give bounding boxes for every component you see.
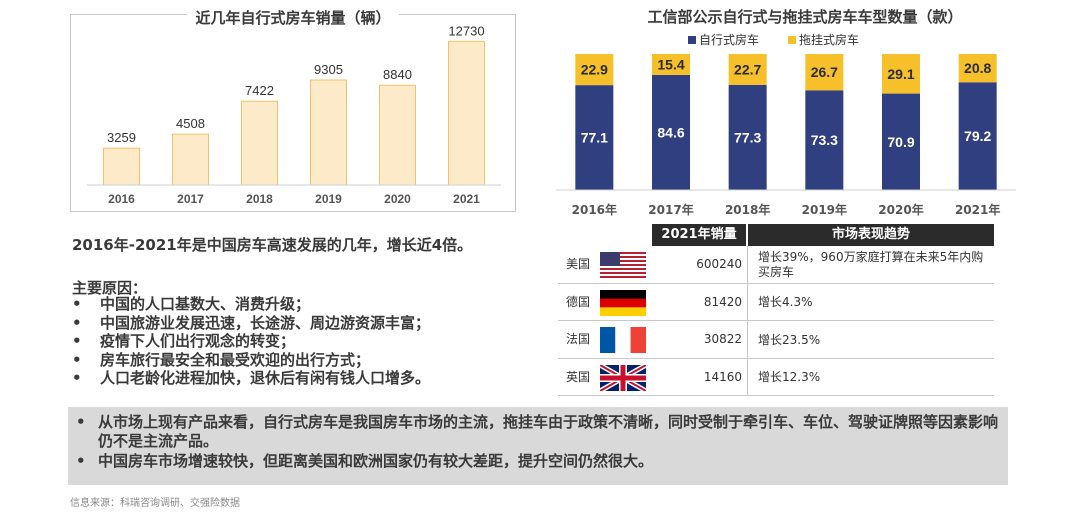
annual-sales-chart: 近几年自行式房车销量（辆） 3259 2016 4508 2017 7422 2018 93… xyxy=(70,9,516,212)
chart-legend: 自行式房车 拖挂式房车 xyxy=(688,32,859,47)
france-flag-icon xyxy=(600,327,646,353)
legend-label: 拖挂式房车 xyxy=(799,32,859,47)
legend-label: 自行式房车 xyxy=(699,32,759,47)
table-header-trend: 市场表现趋势 xyxy=(748,224,994,246)
growth-summary: 2016年-2021年是中国房车高速发展的几年，增长近4倍。 xyxy=(72,236,473,254)
country-comparison-table: 2021年销量 市场表现趋势 美国 600240 增长39%，960万家庭打算在… xyxy=(558,224,994,396)
year-tick-label: 2016 xyxy=(108,192,135,206)
year-tick-label: 2021年 xyxy=(955,202,1000,217)
model-count-plot: 自行式房车 拖挂式房车 77.1 22.9 2016年 84.6 15.4 2017年 77.3… xyxy=(556,32,1016,217)
country-name: 法国 xyxy=(566,332,591,346)
sales-data-label: 12730 xyxy=(448,23,484,38)
segment-data-label: 84.6 xyxy=(657,124,684,140)
year-tick-label: 2020年 xyxy=(878,202,923,217)
sales-bar xyxy=(310,79,347,186)
sales-bar xyxy=(379,84,416,186)
sales-data-label: 3259 xyxy=(107,130,136,145)
towable-bar-segment xyxy=(958,54,997,83)
table-row: 德国 81420 增长4.3% xyxy=(558,283,994,321)
self-propelled-bar-segment xyxy=(575,85,614,190)
reasons-list: 中国的人口基数大、消费升级； 中国旅游业发展迅速，长途游、周边游资源丰富； 疫情… xyxy=(72,295,430,388)
year-tick-label: 2017 xyxy=(177,192,204,206)
table-row: 英国 14160 增长12.3% xyxy=(558,358,994,396)
sales-data-label: 7422 xyxy=(245,83,274,98)
source-note: 信息来源：科瑞咨询调研、交强险数据 xyxy=(70,498,240,509)
trend-text: 增长12.3% xyxy=(758,370,821,384)
sales-data-label: 9305 xyxy=(314,62,343,77)
sales-bar xyxy=(241,100,278,186)
germany-flag-icon xyxy=(600,289,646,316)
annual-sales-chart-title: 近几年自行式房车销量（辆） xyxy=(187,9,399,27)
sales-value: 600240 xyxy=(696,257,742,271)
trend-text: 增长4.3% xyxy=(758,295,813,309)
conclusion-item: 中国房车市场增速较快，但距离美国和欧洲国家仍有较大差距，提升空间仍然很大。 xyxy=(68,452,1008,471)
towable-bar-segment xyxy=(652,54,690,75)
reasons-heading: 主要原因： xyxy=(72,279,148,297)
trend-text: 增长39%，960万家庭打算在未来5年内购买房车 xyxy=(758,250,984,279)
country-name: 美国 xyxy=(566,257,591,271)
list-item: 人口老龄化进程加快，退休后有闲有钱人口增多。 xyxy=(72,369,430,388)
conclusion-box: 从市场上现有产品来看，自行式房车是我国房车市场的主流，拖挂车由于政策不清晰，同时… xyxy=(68,407,1008,485)
self-propelled-bar-segment xyxy=(805,90,844,190)
table-header-sales: 2021年销量 xyxy=(652,224,746,246)
self-propelled-bar-segment xyxy=(958,82,997,190)
year-tick-label: 2018年 xyxy=(725,202,770,217)
towable-bar-segment xyxy=(882,54,920,94)
sales-data-label: 4508 xyxy=(176,116,205,131)
list-item: 疫情下人们出行观念的转变； xyxy=(72,332,430,351)
segment-data-label: 26.7 xyxy=(811,64,838,80)
segment-data-label: 15.4 xyxy=(657,56,684,72)
segment-data-label: 29.1 xyxy=(887,66,914,82)
year-tick-label: 2016年 xyxy=(572,202,617,217)
country-name: 德国 xyxy=(566,294,591,309)
uk-flag-icon xyxy=(600,364,646,391)
year-tick-label: 2019 xyxy=(315,192,342,206)
sales-bar xyxy=(448,40,485,186)
list-item: 中国的人口基数大、消费升级； xyxy=(72,295,430,314)
self-propelled-bar-segment xyxy=(652,74,690,190)
table-row: 法国 30822 增长23.5% xyxy=(558,321,994,359)
segment-data-label: 77.1 xyxy=(581,130,608,146)
segment-data-label: 20.8 xyxy=(964,60,991,76)
conclusion-item: 从市场上现有产品来看，自行式房车是我国房车市场的主流，拖挂车由于政策不清晰，同时… xyxy=(68,413,1008,451)
segment-data-label: 22.9 xyxy=(581,62,608,78)
us-flag-icon xyxy=(600,252,646,278)
self-propelled-bar-segment xyxy=(728,84,767,190)
segment-data-label: 22.7 xyxy=(734,61,761,77)
year-tick-label: 2018 xyxy=(246,192,273,206)
sales-value: 30822 xyxy=(703,332,742,346)
list-item: 中国旅游业发展迅速，长途游、周边游资源丰富； xyxy=(72,314,430,333)
table-row: 美国 600240 增长39%，960万家庭打算在未来5年内购买房车 xyxy=(558,246,994,284)
segment-data-label: 79.2 xyxy=(964,128,991,144)
sales-bar xyxy=(172,133,209,186)
trend-text: 增长23.5% xyxy=(758,332,821,347)
self-propelled-bar-segment xyxy=(882,93,920,190)
towable-bar-segment xyxy=(805,54,844,91)
legend-swatch xyxy=(688,36,696,44)
sales-data-label: 8840 xyxy=(383,67,412,82)
towable-bar-segment xyxy=(728,54,767,85)
year-tick-label: 2021 xyxy=(453,192,480,206)
year-tick-label: 2017年 xyxy=(648,202,693,217)
sales-value: 81420 xyxy=(703,294,742,309)
sales-bar xyxy=(103,147,140,186)
year-tick-label: 2019年 xyxy=(802,202,847,217)
towable-bar-segment xyxy=(575,54,614,86)
sales-value: 14160 xyxy=(703,369,742,384)
segment-data-label: 70.9 xyxy=(887,134,914,150)
model-count-chart-title: 工信部公示自行式与拖挂式房车车型数量（款） xyxy=(647,8,963,26)
legend-swatch xyxy=(788,36,796,44)
list-item: 房车旅行最安全和最受欢迎的出行方式； xyxy=(72,351,430,370)
year-tick-label: 2020 xyxy=(384,192,411,206)
segment-data-label: 73.3 xyxy=(811,132,838,148)
annual-sales-plot: 3259 2016 4508 2017 7422 2018 9305 2019 8840 2020… xyxy=(87,23,501,206)
country-name: 英国 xyxy=(566,369,591,384)
segment-data-label: 77.3 xyxy=(734,129,761,145)
